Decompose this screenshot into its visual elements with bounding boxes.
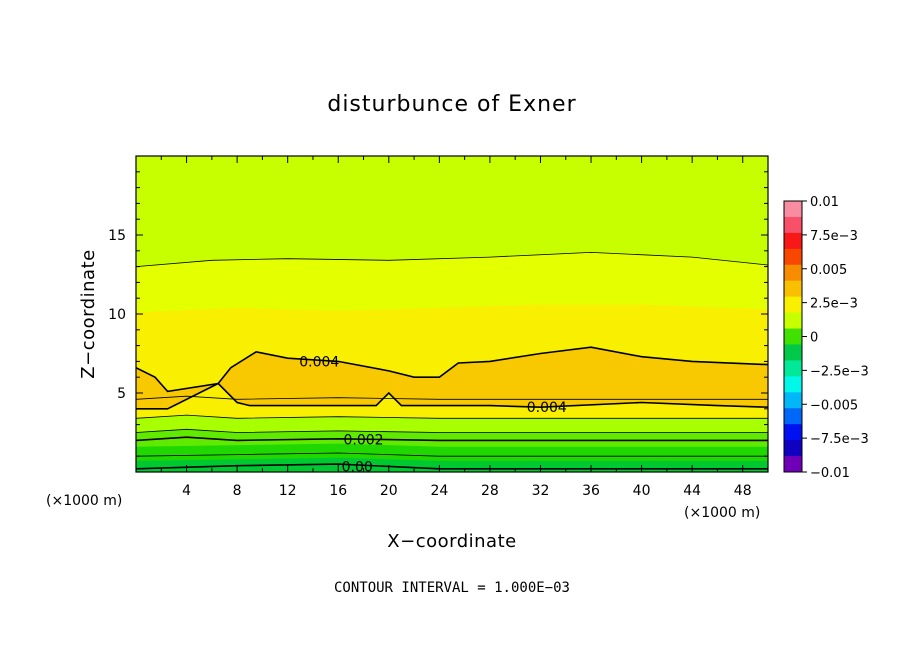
contour-line-0.001 (136, 452, 768, 457)
z-unit-label: (×1000 m) (46, 493, 122, 509)
colorbar-swatch (784, 376, 802, 393)
y-tick-label: 15 (108, 228, 126, 244)
x-tick-labels: 4 8 12 16 20 24 28 32 36 40 44 48 (182, 483, 752, 499)
x-tick-label: 4 (182, 483, 191, 499)
contour-line-top (136, 346, 768, 393)
x-tick-label: 12 (279, 483, 297, 499)
colorbar-swatch (784, 424, 802, 441)
svg-text:0.004: 0.004 (527, 400, 567, 416)
colorbar-swatch (784, 408, 802, 425)
colorbar-swatch (784, 328, 802, 345)
colorbar-tick-label: 2.5e−3 (810, 297, 858, 312)
colorbar-swatch (784, 312, 802, 330)
contour-label: 0.002 (343, 433, 383, 449)
plot-area: 0.004 0.004 0.002 0.00 (136, 156, 768, 475)
svg-text:0.002: 0.002 (343, 433, 383, 449)
colorbar-swatch (784, 216, 802, 234)
contour-labels: 0.004 0.004 0.002 0.00 (299, 354, 567, 475)
colorbar-tick-label: −0.01 (810, 466, 850, 481)
colorbar-tick-label: −2.5e−3 (810, 364, 869, 379)
colorbar-swatch (784, 392, 802, 409)
x-tick-label: 8 (233, 483, 242, 499)
x-tick-label: 24 (430, 483, 448, 499)
contour-line-minor (136, 414, 768, 419)
x-axis-label: X−coordinate (387, 531, 516, 552)
contour-line-bottom (136, 382, 768, 410)
colorbar-swatch (784, 248, 802, 266)
y-tick-labels: 5 10 15 (108, 228, 126, 402)
colorbar-tick-label: −0.005 (810, 398, 858, 413)
contour-label: 0.004 (299, 354, 339, 370)
svg-text:0.00: 0.00 (342, 459, 373, 475)
x-tick-label: 36 (582, 483, 600, 499)
contour-line-0.003 (136, 251, 768, 267)
y-tick-label: 5 (117, 386, 126, 402)
y-tick-label: 10 (108, 307, 126, 323)
x-tick-label: 32 (532, 483, 550, 499)
colorbar-swatch (784, 344, 802, 361)
svg-text:0.004: 0.004 (299, 354, 339, 370)
contour-line-minor (136, 428, 768, 433)
colorbar-tick-label: 7.5e−3 (810, 229, 858, 244)
x-tick-label: 44 (683, 483, 701, 499)
colorbar-swatch (784, 440, 802, 457)
contour-line-0.002 (136, 436, 768, 442)
colorbar-tick-label: 0 (810, 331, 818, 346)
contour-label: 0.00 (342, 459, 373, 475)
axis-ticks (136, 156, 768, 472)
x-tick-label: 48 (734, 483, 752, 499)
band-orange (136, 347, 768, 409)
colorbar-swatch (784, 201, 802, 218)
chart-title: disturbunce of Exner (327, 92, 576, 117)
x-tick-label: 28 (481, 483, 499, 499)
contour-label: 0.004 (527, 400, 567, 416)
x-tick-label: 40 (633, 483, 651, 499)
colorbar (783, 200, 803, 473)
colorbar-swatch (784, 456, 802, 473)
y-axis-label: Z−coordinate (78, 249, 99, 378)
colorbar-swatch (784, 360, 802, 377)
colorbar-tick-label: 0.005 (810, 263, 847, 278)
colorbar-swatch (784, 296, 802, 314)
colorbar-tick-labels: 0.01 7.5e−3 0.005 2.5e−3 0 −2.5e−3 −0.005 −7.5e… (802, 195, 869, 481)
colorbar-swatch (784, 232, 802, 250)
colorbar-tick-label: −7.5e−3 (810, 432, 869, 447)
colorbar-swatch (784, 280, 802, 298)
contour-interval-note: CONTOUR INTERVAL = 1.000E−03 (334, 580, 570, 596)
x-unit-label: (×1000 m) (684, 505, 760, 521)
contour-line-minor (136, 395, 768, 400)
x-tick-label: 20 (380, 483, 398, 499)
colorbar-swatch (784, 264, 802, 282)
colorbar-tick-label: 0.01 (810, 195, 839, 210)
x-tick-label: 16 (329, 483, 347, 499)
